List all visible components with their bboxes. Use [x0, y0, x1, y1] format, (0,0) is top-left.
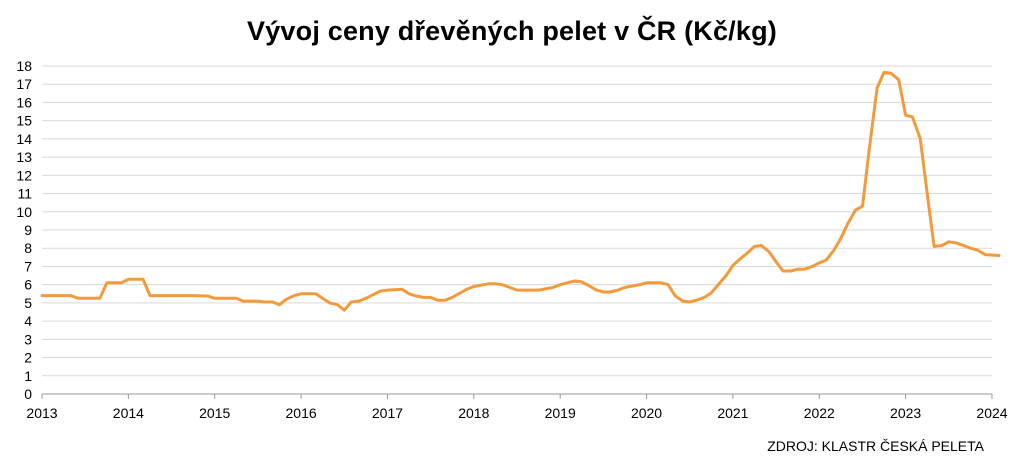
x-tick-label: 2016 [286, 405, 317, 421]
y-tick-label: 15 [16, 113, 32, 129]
y-tick-label: 9 [24, 222, 32, 238]
y-tick-label: 17 [16, 76, 32, 92]
x-tick-label: 2017 [372, 405, 403, 421]
x-tick-label: 2020 [631, 405, 662, 421]
y-tick-label: 11 [17, 186, 32, 202]
y-tick-label: 6 [24, 277, 32, 293]
gridlines [42, 65, 992, 395]
x-axis-tick-labels: 2013 2014 2015 2016 2017 2018 2019 2020 2021 2022… [26, 394, 1008, 421]
x-tick-label: 2013 [26, 405, 57, 421]
y-tick-label: 7 [24, 258, 32, 274]
y-tick-label: 18 [16, 58, 32, 74]
y-tick-label: 13 [16, 149, 32, 165]
y-tick-label: 3 [24, 331, 32, 347]
x-tick-label: 2014 [113, 405, 144, 421]
x-tick-label: 2021 [717, 405, 748, 421]
y-tick-label: 14 [16, 131, 32, 147]
chart-title: Vývoj ceny dřevěných pelet v ČR (Kč/kg) [247, 16, 777, 46]
x-tick-label: 2022 [804, 405, 835, 421]
x-tick-label: 2018 [458, 405, 489, 421]
y-tick-label: 2 [24, 350, 32, 366]
x-tick-label: 2023 [890, 405, 921, 421]
x-tick-label: 2024 [976, 405, 1007, 421]
x-tick-label: 2019 [545, 405, 576, 421]
y-tick-label: 16 [16, 94, 32, 110]
source-note: ZDROJ: KLASTR ČESKÁ PELETA [767, 438, 984, 454]
y-tick-label: 1 [24, 368, 32, 384]
price-series-line [40, 70, 1001, 312]
y-tick-label: 10 [16, 204, 32, 220]
y-tick-label: 12 [16, 167, 32, 183]
x-tick-label: 2015 [199, 405, 230, 421]
y-tick-label: 0 [24, 386, 32, 402]
y-tick-label: 4 [24, 313, 32, 329]
y-tick-label: 8 [24, 240, 32, 256]
y-tick-label: 5 [24, 295, 32, 311]
